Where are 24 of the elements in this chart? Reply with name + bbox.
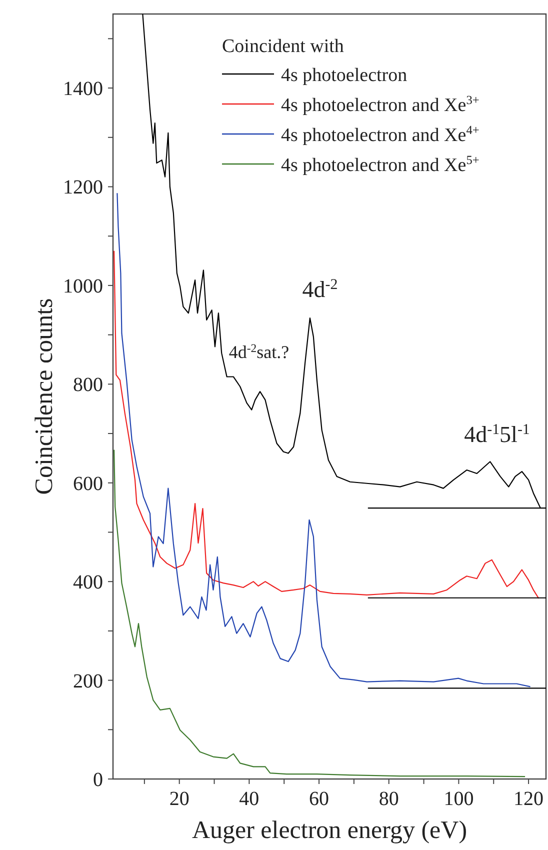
legend-label: 4s photoelectron and Xe$^{5+}$ <box>281 153 480 176</box>
x-tick-label: 20 <box>169 788 190 810</box>
y-tick-label: 1000 <box>63 275 103 298</box>
legend-label: 4s photoelectron and Xe$^{3+}$ <box>281 93 480 116</box>
y-tick-label: 0 <box>93 769 103 791</box>
y-tick-label: 1400 <box>63 78 103 100</box>
y-tick-label: 400 <box>73 572 103 594</box>
y-tick-label: 600 <box>73 472 103 495</box>
y-axis-title: Coincidence counts <box>31 298 58 495</box>
x-tick-label: 100 <box>444 788 474 810</box>
legend-label: 4s photoelectron and Xe$^{4+}$ <box>281 123 480 146</box>
x-tick-label: 60 <box>309 788 330 810</box>
y-tick-label: 1200 <box>63 176 103 199</box>
x-tick-label: 80 <box>378 788 399 810</box>
x-axis-title: Auger electron energy (eV) <box>192 817 468 844</box>
annotation: 4d$^{-1}$5l$^{-1}$ <box>464 422 530 447</box>
annotation: 4d$^{-2}$sat.? <box>228 342 290 362</box>
annotation: 4d$^{-2}$ <box>302 277 338 302</box>
legend-label: 4s photoelectron <box>281 65 408 86</box>
x-tick-label: 40 <box>239 788 260 810</box>
x-tick-label: 120 <box>514 788 544 810</box>
y-tick-label: 200 <box>73 670 103 692</box>
legend-title: Coincident with <box>222 36 344 57</box>
y-tick-label: 800 <box>73 374 103 396</box>
